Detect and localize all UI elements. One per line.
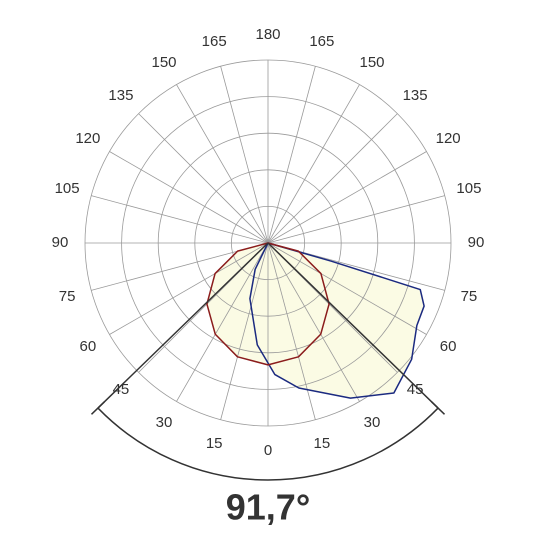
grid-spoke [176, 242, 269, 402]
angle-label: 120 [75, 130, 100, 147]
angle-label: 30 [156, 414, 173, 431]
grid-spoke [91, 195, 269, 244]
angle-label: 60 [80, 338, 97, 355]
beam-tick [431, 401, 446, 415]
angle-label: 90 [52, 234, 69, 251]
curve [249, 242, 425, 399]
grid-spoke [267, 242, 360, 402]
angle-label: 120 [436, 130, 461, 147]
angle-label: 60 [440, 338, 457, 355]
angle-label: 105 [55, 180, 80, 197]
grid-spoke [220, 242, 269, 420]
angle-label: 45 [113, 381, 130, 398]
angle-label: 165 [309, 33, 334, 50]
beam-angle-label: 91,7° [226, 487, 310, 528]
grid-spoke [220, 66, 269, 244]
grid-spoke [267, 242, 427, 335]
grid-spoke [267, 151, 427, 244]
angle-label: 30 [364, 414, 381, 431]
beam-tick [90, 401, 105, 415]
grid-spoke [267, 84, 360, 244]
grid-spoke [267, 66, 316, 244]
angle-label: 15 [206, 435, 223, 452]
curve [206, 242, 330, 366]
angle-label: 105 [456, 180, 481, 197]
angle-label: 90 [468, 234, 485, 251]
angle-label: 45 [407, 381, 424, 398]
angle-label: 0 [264, 442, 272, 459]
angle-label: 180 [255, 26, 280, 43]
grid-spoke [267, 113, 398, 244]
grid-spoke [109, 242, 269, 335]
angle-label: 150 [151, 54, 176, 71]
beam-line [97, 242, 269, 409]
beam-arc [97, 407, 439, 481]
grid-spoke [267, 195, 445, 244]
grid-spoke [109, 151, 269, 244]
beam-line [267, 242, 439, 409]
angle-label: 165 [202, 33, 227, 50]
grid-spoke [138, 113, 269, 244]
angle-label: 15 [313, 435, 330, 452]
angle-label: 135 [403, 87, 428, 104]
angle-label: 135 [108, 87, 133, 104]
angle-label: 75 [59, 288, 76, 305]
angle-label: 75 [461, 288, 478, 305]
angle-label: 150 [359, 54, 384, 71]
grid-spoke [176, 84, 269, 244]
